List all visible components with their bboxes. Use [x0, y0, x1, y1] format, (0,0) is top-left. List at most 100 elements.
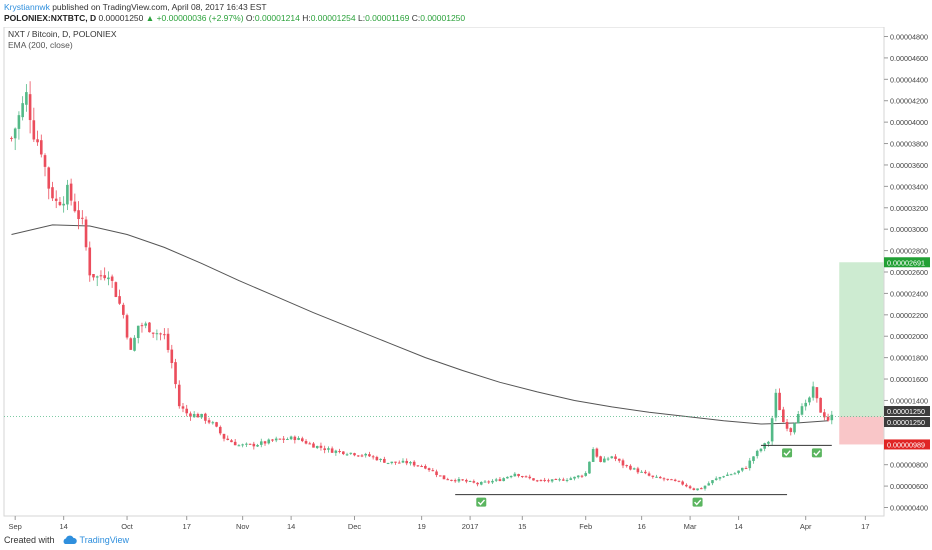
high-label: H: [302, 13, 311, 23]
candle-body [782, 409, 785, 423]
author-link[interactable]: Krystiannwk [4, 2, 50, 12]
candle-body [450, 479, 453, 481]
ema-200-line [11, 224, 829, 425]
candle-body [368, 454, 371, 457]
ema-legend: EMA (200, close) [8, 40, 73, 50]
candle-body [662, 478, 666, 480]
candle-body [468, 481, 472, 483]
price-label-dark [884, 406, 930, 417]
candle-body [539, 480, 543, 482]
price-label-text: 0.00001250 [887, 418, 925, 427]
candle-body [215, 422, 218, 427]
candle-body [435, 471, 438, 476]
candle-body [789, 428, 793, 432]
candle-body [81, 217, 84, 219]
candle-body [707, 483, 711, 486]
candle-body [472, 481, 476, 483]
candle-body [800, 406, 804, 415]
y-tick-label: 0.00001400 [890, 396, 928, 405]
candle-body [412, 461, 416, 466]
candle-body [535, 480, 539, 482]
created-with-text: Created with [4, 535, 55, 545]
candle-body [230, 440, 233, 443]
candle-body [614, 456, 617, 459]
candle-body [383, 458, 386, 463]
price-label-text: 0.00001250 [887, 407, 925, 416]
candle-body [629, 465, 632, 470]
price-label-red [884, 439, 930, 450]
candle-body [658, 476, 662, 479]
candle-body [110, 276, 114, 281]
candle-body [319, 445, 323, 448]
candle-body [204, 413, 207, 421]
candle-body [733, 473, 737, 475]
candle-body [599, 456, 602, 462]
x-tick-label: Dec [348, 522, 362, 531]
profit-target-zone [839, 262, 884, 417]
candle-body [155, 333, 159, 335]
y-tick-label: 0.00002400 [890, 289, 928, 298]
price-label-text: 0.00002691 [887, 258, 925, 267]
check-marker-icon [692, 497, 703, 507]
price-chart[interactable]: 0.000004000.000006000.000008000.00001000… [0, 26, 932, 533]
candle-body [420, 466, 423, 468]
candle-body [36, 139, 39, 143]
candle-body [487, 481, 491, 483]
candle-body [427, 468, 431, 471]
candle-body [416, 465, 420, 467]
candle-body [58, 201, 62, 206]
candle-body [379, 458, 382, 461]
candle-body [144, 323, 147, 326]
candle-body [569, 478, 573, 480]
chart-area[interactable]: 0.000004000.000006000.000008000.00001000… [0, 26, 932, 533]
candle-body [651, 475, 655, 477]
candle-body [192, 414, 196, 418]
plot-frame [3, 26, 885, 517]
candle-body [811, 386, 815, 398]
candle-body [688, 486, 692, 489]
candle-body [10, 137, 13, 139]
candle-body [125, 315, 129, 338]
x-tick-label: 15 [518, 522, 526, 531]
candle-body [808, 397, 811, 403]
candle-body [181, 406, 185, 409]
candle-body [752, 456, 755, 462]
stop-loss-zone [839, 416, 884, 445]
candle-body [401, 460, 405, 463]
candle-body [66, 184, 69, 205]
candle-body [397, 462, 401, 464]
candle-body [714, 478, 718, 480]
high-value: 0.00001254 [310, 13, 356, 23]
candle-body [729, 474, 733, 476]
candle-body [345, 454, 349, 456]
candle-body [513, 473, 517, 477]
candle-body [289, 436, 293, 440]
y-tick-label: 0.00004000 [890, 118, 928, 127]
candle-body [226, 438, 230, 440]
price-change: +0.00000036 (+2.97%) [156, 13, 244, 23]
candle-body [99, 275, 103, 277]
candle-body [517, 474, 520, 477]
candle-body [271, 439, 274, 441]
candle-body [301, 438, 304, 442]
x-tick-label: Nov [236, 522, 250, 531]
candle-body [77, 210, 80, 220]
candle-body [621, 460, 625, 466]
tradingview-brand[interactable]: TradingView [61, 535, 129, 545]
candle-body [39, 140, 43, 155]
candle-body [502, 478, 505, 482]
candle-body [666, 478, 670, 480]
candle-body [457, 478, 461, 482]
last-price: 0.00001250 [98, 13, 144, 23]
y-tick-label: 0.00004400 [890, 75, 928, 84]
candle-body [47, 167, 51, 189]
candle-body [699, 488, 703, 490]
candle-body [304, 441, 308, 444]
footer: Created with TradingView [4, 535, 129, 545]
candle-body [573, 476, 576, 479]
candle-body [763, 443, 766, 449]
candle-body [617, 458, 621, 461]
candle-body [796, 414, 800, 424]
candle-body [744, 468, 748, 470]
candle-body [748, 460, 752, 469]
